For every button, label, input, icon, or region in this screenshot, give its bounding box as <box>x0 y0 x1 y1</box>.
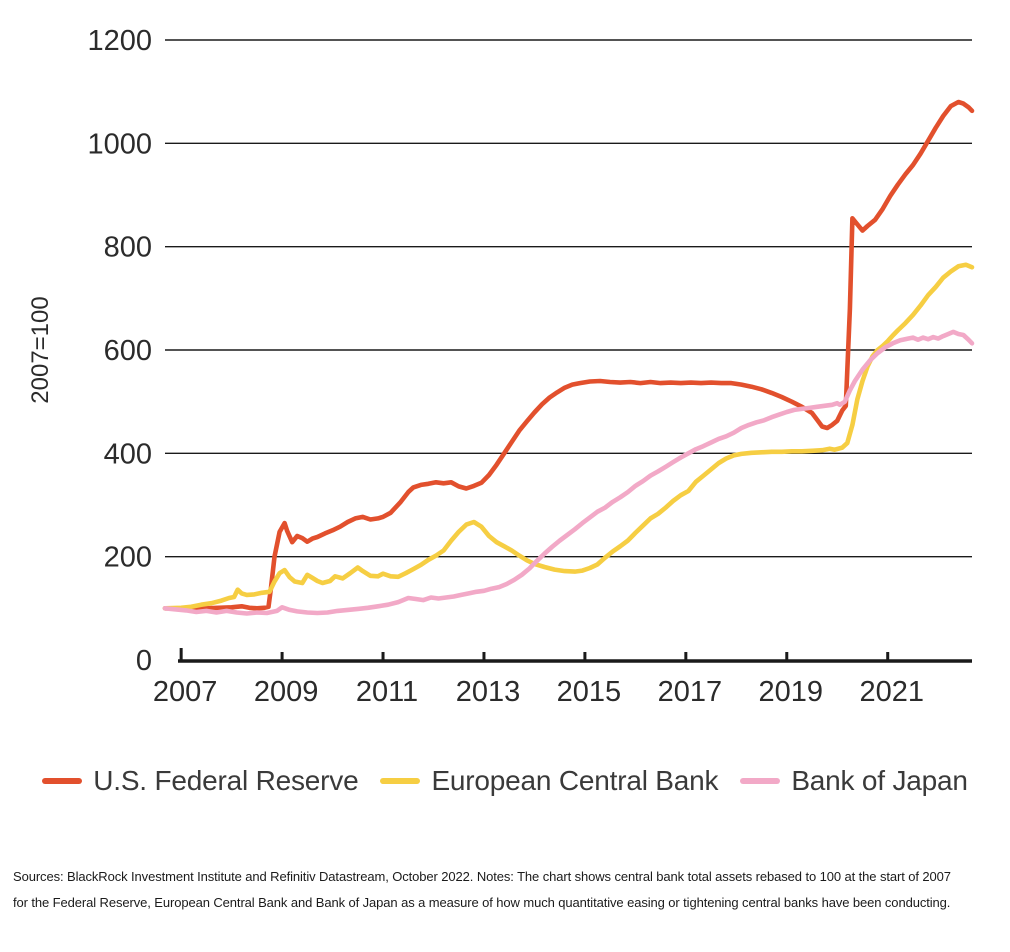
central-bank-assets-chart: 0 200 400 600 800 1000 1200 2007=100 2007 2009 201… <box>27 25 975 708</box>
y-axis-title: 2007=100 <box>27 296 54 403</box>
y-tick-label-600: 600 <box>104 335 152 367</box>
series-line-0 <box>162 99 975 612</box>
x-tick-label-2015: 2015 <box>557 676 622 708</box>
legend-item-boj: Bank of Japan <box>740 765 968 797</box>
y-tick-label-800: 800 <box>104 232 152 264</box>
legend-label-fed: U.S. Federal Reserve <box>93 765 359 796</box>
x-tick-label-2013: 2013 <box>456 676 521 708</box>
x-tick-label-2009: 2009 <box>254 676 319 708</box>
series-line-2 <box>162 329 975 616</box>
x-tick-label-2011: 2011 <box>356 676 418 708</box>
x-tick-label-2019: 2019 <box>759 676 824 708</box>
boj-line-swatch-icon <box>740 778 781 784</box>
chart-legend: U.S. Federal Reserve European Central Ba… <box>0 756 1010 806</box>
x-tick-label-2007: 2007 <box>153 676 218 708</box>
y-tick-label-0: 0 <box>136 645 152 677</box>
legend-item-ecb: European Central Bank <box>380 765 719 797</box>
y-tick-label-400: 400 <box>104 438 152 470</box>
y-tick-label-200: 200 <box>104 542 152 574</box>
x-tick-label-2021: 2021 <box>859 676 924 708</box>
legend-label-boj: Bank of Japan <box>791 765 968 796</box>
legend-item-fed: U.S. Federal Reserve <box>42 765 359 797</box>
x-tick-label-2017: 2017 <box>658 676 723 708</box>
legend-label-ecb: European Central Bank <box>431 765 719 796</box>
source-notes: Sources: BlackRock Investment Institute … <box>13 869 951 910</box>
fed-line-swatch-icon <box>42 778 83 784</box>
ecb-line-swatch-icon <box>380 778 421 784</box>
y-tick-label-1200: 1200 <box>87 25 152 57</box>
series-line-1 <box>162 262 975 611</box>
y-tick-label-1000: 1000 <box>87 128 152 160</box>
